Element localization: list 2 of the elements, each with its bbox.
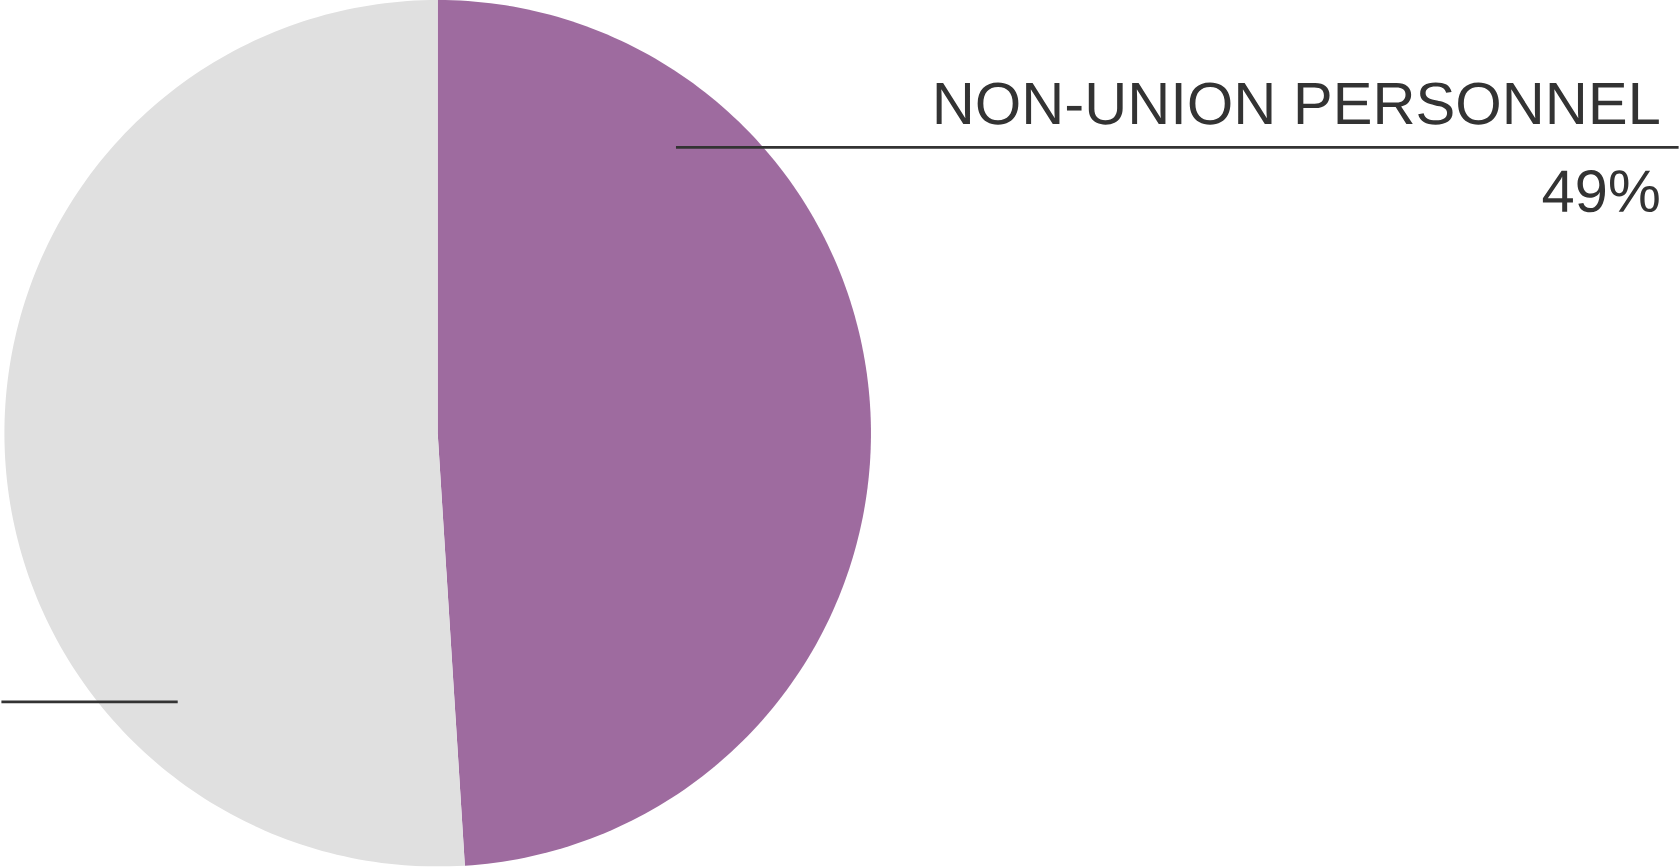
data-label: 49%: [1542, 170, 1659, 213]
slice-label: NON-UNION PERSONNEL: [936, 82, 1659, 125]
